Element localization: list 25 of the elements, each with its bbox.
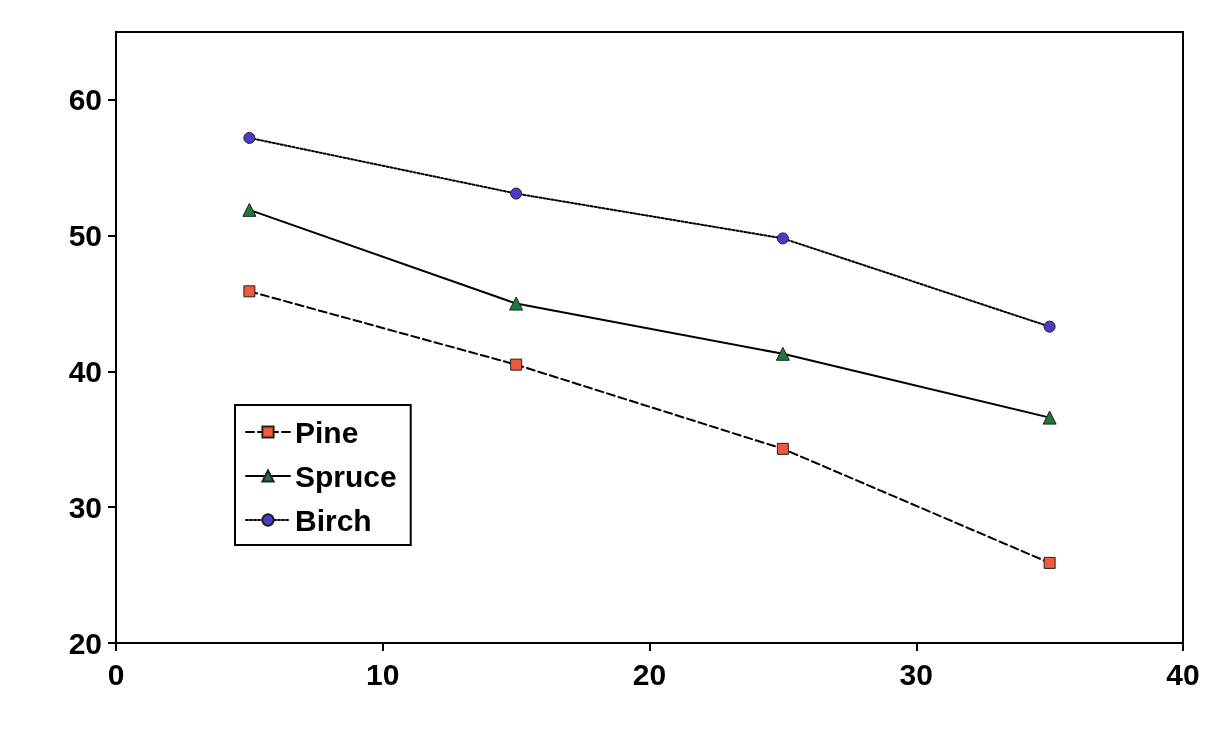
legend-label: Spruce bbox=[295, 459, 397, 493]
point bbox=[509, 296, 524, 311]
x-tick-label: 10 bbox=[366, 657, 400, 691]
point bbox=[510, 187, 523, 200]
point bbox=[1043, 556, 1056, 569]
x-tick-label: 40 bbox=[1166, 657, 1200, 691]
y-tick-label: 60 bbox=[68, 83, 102, 117]
point bbox=[1042, 410, 1057, 425]
point bbox=[775, 346, 790, 361]
legend-label: Birch bbox=[295, 503, 372, 537]
x-tick-label: 30 bbox=[899, 657, 933, 691]
x-tick-label: 0 bbox=[107, 657, 125, 691]
point bbox=[1043, 320, 1056, 333]
point bbox=[776, 442, 789, 455]
x-tick-label: 20 bbox=[632, 657, 667, 691]
point bbox=[243, 131, 256, 144]
y-tick-label: 50 bbox=[68, 219, 102, 253]
point bbox=[776, 232, 789, 245]
point bbox=[510, 358, 523, 371]
y-tick-label: 30 bbox=[68, 490, 102, 524]
y-tick-label: 40 bbox=[68, 354, 102, 388]
legend-label: Pine bbox=[295, 415, 359, 449]
point bbox=[243, 285, 256, 298]
y-tick-label: 20 bbox=[68, 626, 102, 660]
point bbox=[242, 202, 257, 217]
